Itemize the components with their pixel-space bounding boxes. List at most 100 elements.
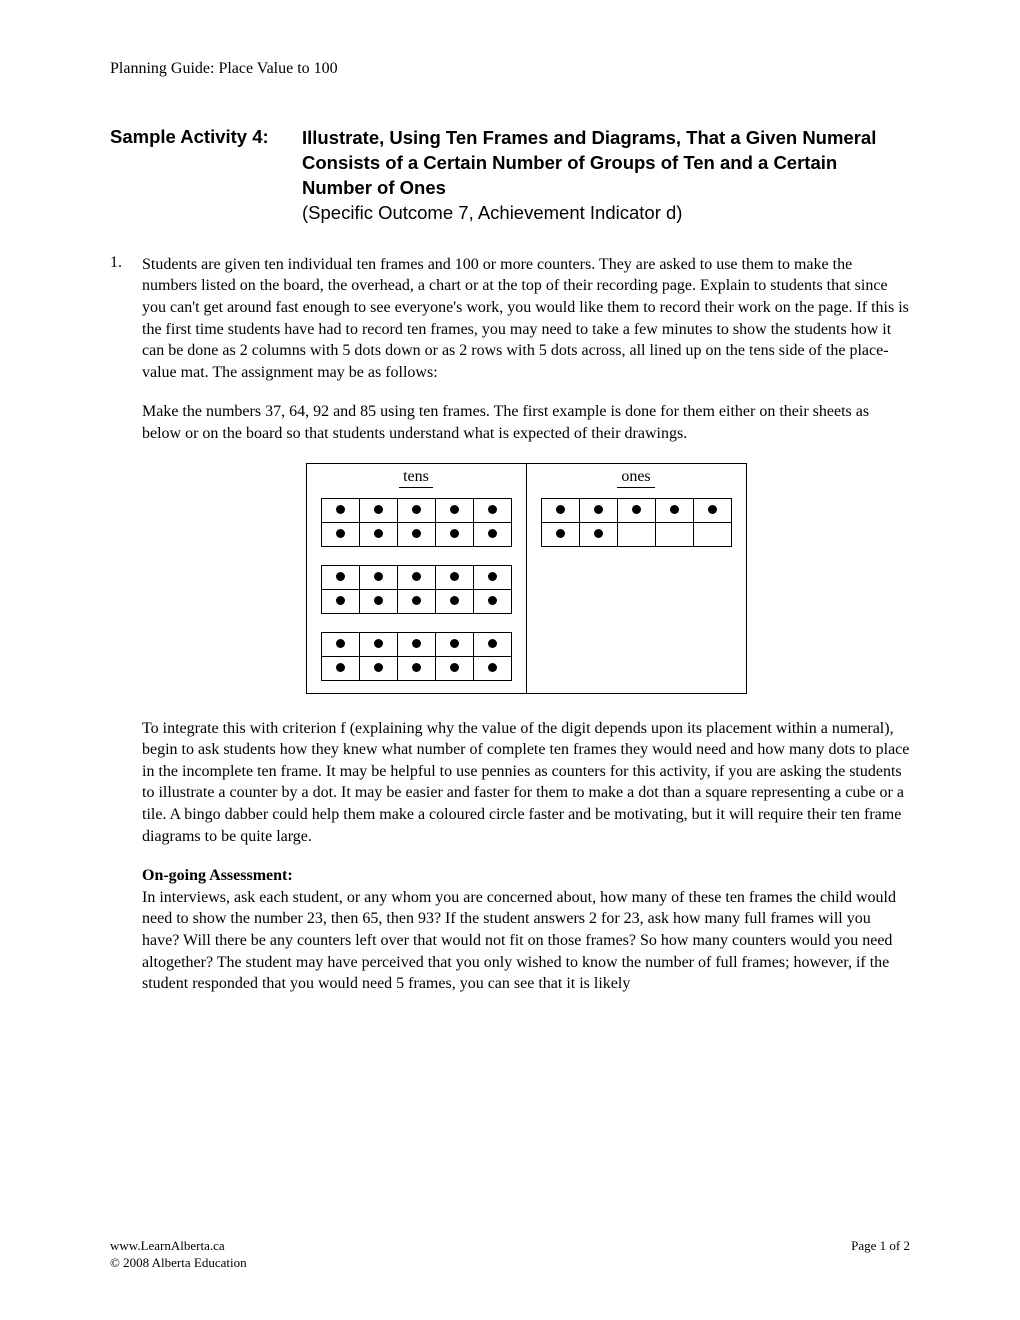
ten-frame-diagram: tens ones (142, 463, 910, 694)
ten-frame-cell (435, 589, 473, 613)
counter-dot (488, 572, 497, 581)
counter-dot (556, 505, 565, 514)
assessment-text: In interviews, ask each student, or any … (142, 889, 896, 992)
counter-dot (450, 596, 459, 605)
paragraph-example-intro: Make the numbers 37, 64, 92 and 85 using… (142, 401, 910, 444)
ten-frame-cell (655, 522, 693, 546)
counter-dot (556, 529, 565, 538)
ten-frame-cell (321, 565, 359, 589)
ten-frame-cell (321, 656, 359, 680)
ten-frame-cell (655, 498, 693, 522)
counter-dot (374, 596, 383, 605)
ten-frame-cell (435, 632, 473, 656)
ten-frame-cell (397, 498, 435, 522)
counter-dot (374, 663, 383, 672)
ten-frame-cell (359, 522, 397, 546)
tens-column: tens (306, 463, 526, 693)
footer-copyright: © 2008 Alberta Education (110, 1255, 247, 1272)
activity-label: Sample Activity 4: (110, 126, 302, 201)
counter-dot (412, 596, 421, 605)
counter-dot (594, 529, 603, 538)
list-number: 1. (110, 254, 142, 1013)
ten-frame-cell (435, 522, 473, 546)
paragraph-assessment: On-going Assessment: In interviews, ask … (142, 865, 910, 995)
counter-dot (450, 663, 459, 672)
ten-frame-cell (397, 656, 435, 680)
ten-frame-cell (359, 589, 397, 613)
paragraph-intro: Students are given ten individual ten fr… (142, 254, 910, 384)
page-footer: www.LearnAlberta.ca © 2008 Alberta Educa… (110, 1238, 910, 1272)
counter-dot (594, 505, 603, 514)
ten-frame-cell (473, 656, 511, 680)
ten-frame-cell (359, 565, 397, 589)
ten-frame (321, 632, 512, 681)
counter-dot (488, 639, 497, 648)
ten-frame-cell (541, 522, 579, 546)
footer-page-number: Page 1 of 2 (851, 1238, 910, 1272)
counter-dot (412, 663, 421, 672)
activity-subtitle: (Specific Outcome 7, Achievement Indicat… (302, 201, 910, 226)
counter-dot (412, 505, 421, 514)
ten-frame-cell (579, 522, 617, 546)
counter-dot (336, 663, 345, 672)
ten-frame-cell (359, 656, 397, 680)
counter-dot (488, 596, 497, 605)
ten-frame-cell (435, 498, 473, 522)
ten-frame-cell (321, 498, 359, 522)
list-item-1: 1. Students are given ten individual ten… (110, 254, 910, 1013)
assessment-heading: On-going Assessment: (142, 867, 293, 884)
counter-dot (450, 572, 459, 581)
counter-dot (488, 663, 497, 672)
counter-dot (412, 639, 421, 648)
counter-dot (670, 505, 679, 514)
ten-frame-cell (473, 498, 511, 522)
ten-frame (321, 565, 512, 614)
counter-dot (374, 505, 383, 514)
counter-dot (336, 529, 345, 538)
counter-dot (450, 505, 459, 514)
counter-dot (450, 529, 459, 538)
paragraph-integration: To integrate this with criterion f (expl… (142, 718, 910, 848)
title-block: Sample Activity 4: Illustrate, Using Ten… (110, 126, 910, 226)
ten-frame-cell (397, 632, 435, 656)
counter-dot (336, 505, 345, 514)
footer-url: www.LearnAlberta.ca (110, 1238, 247, 1255)
ten-frame-cell (617, 522, 655, 546)
counter-dot (488, 505, 497, 514)
ten-frame-cell (693, 522, 731, 546)
ten-frame (321, 498, 512, 547)
counter-dot (336, 596, 345, 605)
counter-dot (412, 572, 421, 581)
ten-frame-cell (359, 498, 397, 522)
ten-frame-cell (397, 565, 435, 589)
ten-frame-cell (321, 522, 359, 546)
ones-label: ones (617, 468, 654, 488)
counter-dot (412, 529, 421, 538)
ten-frame-cell (435, 656, 473, 680)
counter-dot (374, 572, 383, 581)
ten-frame-cell (321, 632, 359, 656)
counter-dot (336, 639, 345, 648)
counter-dot (708, 505, 717, 514)
ones-column: ones (526, 463, 746, 693)
ten-frame (541, 498, 732, 547)
counter-dot (336, 572, 345, 581)
tens-label: tens (399, 468, 433, 488)
ten-frame-cell (397, 522, 435, 546)
ten-frame-cell (321, 589, 359, 613)
document-header: Planning Guide: Place Value to 100 (110, 60, 910, 78)
counter-dot (450, 639, 459, 648)
counter-dot (488, 529, 497, 538)
ten-frame-cell (579, 498, 617, 522)
ten-frame-cell (617, 498, 655, 522)
ten-frame-cell (541, 498, 579, 522)
ten-frame-cell (693, 498, 731, 522)
ten-frame-cell (473, 522, 511, 546)
ten-frame-cell (435, 565, 473, 589)
counter-dot (374, 529, 383, 538)
activity-title: Illustrate, Using Ten Frames and Diagram… (302, 126, 910, 201)
ten-frame-cell (473, 565, 511, 589)
ten-frame-cell (473, 632, 511, 656)
ten-frame-cell (473, 589, 511, 613)
counter-dot (632, 505, 641, 514)
